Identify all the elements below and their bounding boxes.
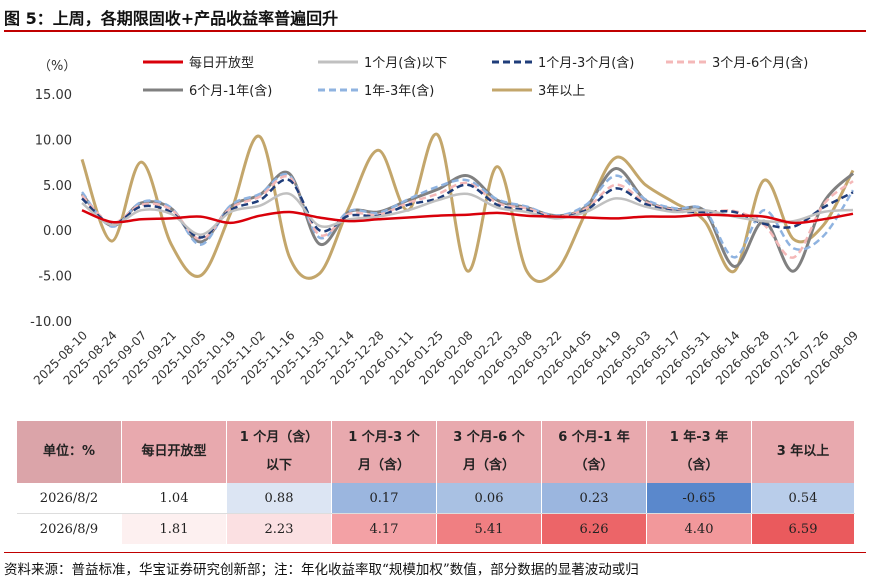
legend-label: 3年以上 — [538, 84, 585, 99]
source-note: 资料来源：普益标准，华宝证券研究创新部；注：年化收益率取“规模加权”数值，部分数… — [4, 562, 639, 578]
legend-label: 1个月-3个月(含) — [538, 55, 634, 71]
table-cell: 2.23 — [226, 513, 332, 544]
y-tick-label: -10.00 — [30, 315, 72, 330]
legend-label: 6个月-1年(含) — [189, 83, 272, 99]
header-line: 1 年-3 年 — [669, 430, 729, 445]
legend-label: 1个月(含)以下 — [364, 55, 447, 71]
header-line: （含） — [679, 458, 719, 473]
yield-table: 单位：% 每日开放型 1 个月（含） 以下 1 个月-3 个月（含） 3 个月-6 个月（… — [17, 421, 855, 544]
header-line: 3 个月-6 个 — [453, 430, 525, 445]
y-tick-label: 5.00 — [43, 179, 72, 194]
y-unit-label: （%） — [38, 59, 76, 74]
header-line: 3 年以上 — [776, 444, 830, 459]
table-cell: 0.23 — [541, 483, 647, 514]
table-cell: 1.81 — [121, 513, 227, 544]
header-line: 月（含） — [462, 458, 515, 473]
header-line: 单位：% — [42, 444, 96, 459]
legend-label: 1年-3年(含) — [364, 83, 434, 99]
table-header-cell: 1 个月-3 个月（含） — [331, 421, 437, 483]
table-cell: 0.88 — [226, 483, 332, 514]
yield-line-chart: （%）15.0010.005.000.00-5.00-10.002025-08-… — [30, 55, 861, 387]
figure-title: 图 5：上周，各期限固收+产品收益率普遍回升 — [4, 9, 339, 28]
y-tick-label: -5.00 — [38, 270, 72, 285]
row-date: 2026/8/2 — [17, 483, 122, 514]
table-cell: 6.59 — [751, 513, 855, 544]
header-line: 每日开放型 — [141, 444, 207, 459]
table-cell: 5.41 — [436, 513, 542, 544]
table-cell: 4.40 — [646, 513, 752, 544]
y-tick-label: 15.00 — [35, 88, 72, 103]
table-row: 2026/8/2 1.04 0.88 0.17 0.06 0.23 -0.65 0.54 — [17, 483, 855, 514]
table-header-cell: 3 个月-6 个月（含） — [436, 421, 542, 483]
legend-label: 3个月-6个月(含) — [712, 55, 808, 71]
series-line-3 — [81, 175, 854, 259]
table-cell: -0.65 — [646, 483, 752, 514]
table-header-cell: 3 年以上 — [751, 421, 855, 483]
table-header-cell: 1 个月（含） 以下 — [226, 421, 332, 483]
header-line: 以下 — [265, 458, 292, 473]
table-cell: 0.54 — [751, 483, 855, 514]
table-cell: 0.06 — [436, 483, 542, 514]
legend-label: 每日开放型 — [189, 55, 254, 71]
header-line: 6 个月-1 年 — [558, 430, 630, 445]
table-header-cell: 6 个月-1 年 （含） — [541, 421, 647, 483]
header-line: 月（含） — [357, 458, 410, 473]
table-row: 2026/8/9 1.81 2.23 4.17 5.41 6.26 4.40 6.59 — [17, 513, 855, 544]
table-cell: 6.26 — [541, 513, 647, 544]
series-line-2 — [81, 178, 854, 239]
series-line-5 — [81, 172, 855, 259]
title-underline — [4, 30, 866, 32]
y-tick-label: 0.00 — [43, 224, 72, 239]
series-line-6 — [80, 132, 855, 283]
header-line: 1 个月（含） — [239, 430, 319, 445]
table-cell: 1.04 — [121, 483, 227, 514]
table-header-row: 单位：% 每日开放型 1 个月（含） 以下 1 个月-3 个月（含） 3 个月-6 个月（… — [17, 421, 855, 483]
series-line-4 — [80, 167, 855, 273]
y-tick-label: 10.00 — [35, 133, 72, 148]
table-body: 2026/8/2 1.04 0.88 0.17 0.06 0.23 -0.65 0.54 202… — [17, 483, 855, 544]
table-header-cell: 1 年-3 年 （含） — [646, 421, 752, 483]
table-cell: 0.17 — [331, 483, 437, 514]
table-header-cell: 每日开放型 — [121, 421, 227, 483]
header-line: （含） — [574, 458, 614, 473]
series-line-0 — [81, 209, 854, 225]
row-date: 2026/8/9 — [17, 513, 122, 544]
source-rule — [4, 552, 866, 553]
header-line: 1 个月-3 个 — [348, 430, 420, 445]
table-cell: 4.17 — [331, 513, 437, 544]
table-header-cell: 单位：% — [17, 421, 122, 483]
